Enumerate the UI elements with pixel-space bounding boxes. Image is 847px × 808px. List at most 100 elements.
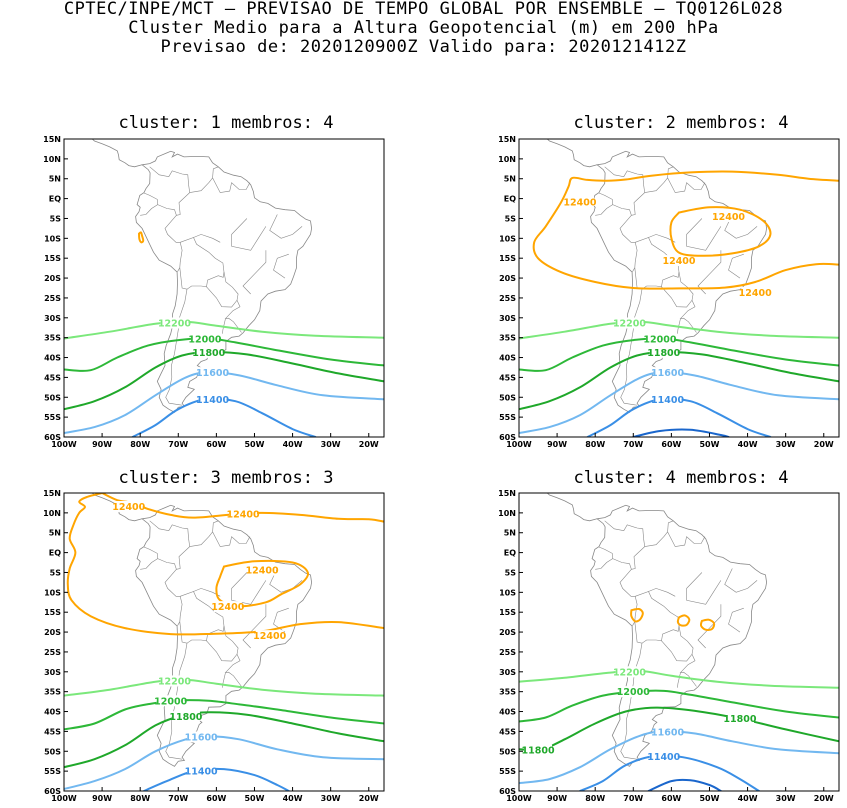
map-border-12 xyxy=(269,214,303,239)
map-border-13 xyxy=(697,604,722,649)
contour-11400-5 xyxy=(632,428,730,437)
map-border-12 xyxy=(724,214,758,239)
map-border-10 xyxy=(193,234,221,243)
map-panel-cluster-2: 12200 12000 11800 11600 11400 12400 12400 12400… xyxy=(498,135,840,449)
contour-label-11400: 11400 xyxy=(651,395,684,406)
x-tick-label: 20W xyxy=(814,440,834,449)
x-tick-label: 70W xyxy=(168,794,188,803)
map-central-america-north xyxy=(580,493,582,494)
contour-label-11600: 11600 xyxy=(651,368,684,379)
panel-title-cluster-1: cluster: 1 membros: 4 xyxy=(118,113,334,133)
x-tick-label: 40W xyxy=(283,440,303,449)
map-central-america xyxy=(546,493,598,522)
y-tick-label: 45S xyxy=(499,373,516,382)
contour-12200-0 xyxy=(519,669,839,689)
contour-label-12400: 12400 xyxy=(739,288,772,299)
contour-label-bg xyxy=(665,255,693,267)
y-tick-label: 15S xyxy=(44,254,61,263)
x-tick-label: 100W xyxy=(51,794,77,803)
map-border-14 xyxy=(273,253,289,279)
y-tick-label: 10N xyxy=(498,155,516,164)
map-border-1 xyxy=(644,166,674,193)
map-frame xyxy=(63,492,385,792)
panel-title-cluster-2: cluster: 2 membros: 4 xyxy=(573,113,789,133)
x-tick-label: 50W xyxy=(244,440,264,449)
y-tick-label: 5N xyxy=(49,529,61,538)
contour-label-bg xyxy=(156,695,185,707)
x-tick-label: 90W xyxy=(547,794,567,803)
x-tick-label: 40W xyxy=(738,440,758,449)
x-tick-label: 100W xyxy=(506,440,532,449)
map-frame xyxy=(518,492,840,792)
x-tick-label: 100W xyxy=(51,440,77,449)
contour-label-bg xyxy=(649,750,678,762)
contour-12400-7 xyxy=(669,206,772,257)
map-border-1 xyxy=(189,520,219,547)
y-tick-label: 10S xyxy=(44,234,61,243)
y-tick-label: 40S xyxy=(499,708,516,717)
contour-label-12400: 12400 xyxy=(253,631,286,642)
map-border-4 xyxy=(157,558,183,626)
contour-label-12000: 12000 xyxy=(643,334,676,345)
y-tick-label: 10N xyxy=(498,509,516,518)
contour-label-bg xyxy=(187,765,216,777)
map-coastline xyxy=(590,150,768,413)
contour-11600-3 xyxy=(64,735,384,790)
contour-label-bg xyxy=(114,501,143,513)
contour-label-bg xyxy=(160,317,189,329)
contour-label-11400: 11400 xyxy=(185,767,218,778)
map-border-11 xyxy=(686,218,722,251)
y-tick-label: 10S xyxy=(499,234,516,243)
contour-12000-1 xyxy=(64,699,384,731)
y-tick-label: 5N xyxy=(504,175,516,184)
map-border-14 xyxy=(728,607,744,633)
y-tick-label: 20S xyxy=(44,274,61,283)
y-tick-label: 25S xyxy=(44,294,61,303)
map-border-0 xyxy=(149,166,191,216)
x-tick-label: 40W xyxy=(283,794,303,803)
map-border-2 xyxy=(212,531,251,547)
contour-label-12200: 12200 xyxy=(613,318,646,329)
y-tick-label: 20S xyxy=(499,628,516,637)
map-border-8 xyxy=(677,318,681,334)
contour-11800-2 xyxy=(519,350,839,411)
y-tick-label: 40S xyxy=(44,708,61,717)
map-central-america xyxy=(91,139,143,168)
x-tick-label: 90W xyxy=(92,440,112,449)
map-border-4 xyxy=(157,204,183,272)
map-central-america-north xyxy=(580,139,582,140)
x-tick-label: 90W xyxy=(92,794,112,803)
contour-label-bg xyxy=(524,744,553,756)
contour-11600-3 xyxy=(519,371,839,434)
contour-12000-1 xyxy=(519,689,839,723)
x-tick-label: 60W xyxy=(206,440,226,449)
contour-11600-3 xyxy=(64,371,384,434)
y-tick-label: 35S xyxy=(499,334,516,343)
x-tick-label: 20W xyxy=(814,794,834,803)
contour-11400-4 xyxy=(143,767,290,791)
x-tick-label: 30W xyxy=(776,794,796,803)
contour-label-12400: 12400 xyxy=(712,212,745,223)
y-tick-label: 5S xyxy=(50,568,62,577)
y-tick-label: 20S xyxy=(44,628,61,637)
map-panel-cluster-4: 12200 12000 11800 11800 11600 11400 15N 10N 5N EQ… xyxy=(498,489,840,803)
y-tick-label: 30S xyxy=(499,668,516,677)
contour-label-bg xyxy=(255,630,284,642)
contour-label-bg xyxy=(615,666,644,678)
contour-12400-7 xyxy=(215,559,310,608)
header-line-2: Cluster Medio para a Altura Geopotencial… xyxy=(128,18,719,38)
y-tick-label: 45S xyxy=(44,727,61,736)
x-tick-label: 40W xyxy=(738,794,758,803)
contour-label-bg xyxy=(190,333,219,345)
x-tick-label: 70W xyxy=(623,794,643,803)
contour-12400-7 xyxy=(676,614,691,627)
contour-label-bg xyxy=(645,333,674,345)
y-tick-label: 60S xyxy=(499,787,516,796)
y-tick-label: 10N xyxy=(43,155,61,164)
map-plot-area: 12200 12000 11800 11600 11400 12400 12400 12400… xyxy=(519,139,839,437)
x-tick-label: 70W xyxy=(623,440,643,449)
y-tick-label: 5N xyxy=(504,529,516,538)
contour-label-bg xyxy=(160,675,189,687)
contour-label-12200: 12200 xyxy=(613,667,646,678)
map-border-3 xyxy=(140,192,159,216)
